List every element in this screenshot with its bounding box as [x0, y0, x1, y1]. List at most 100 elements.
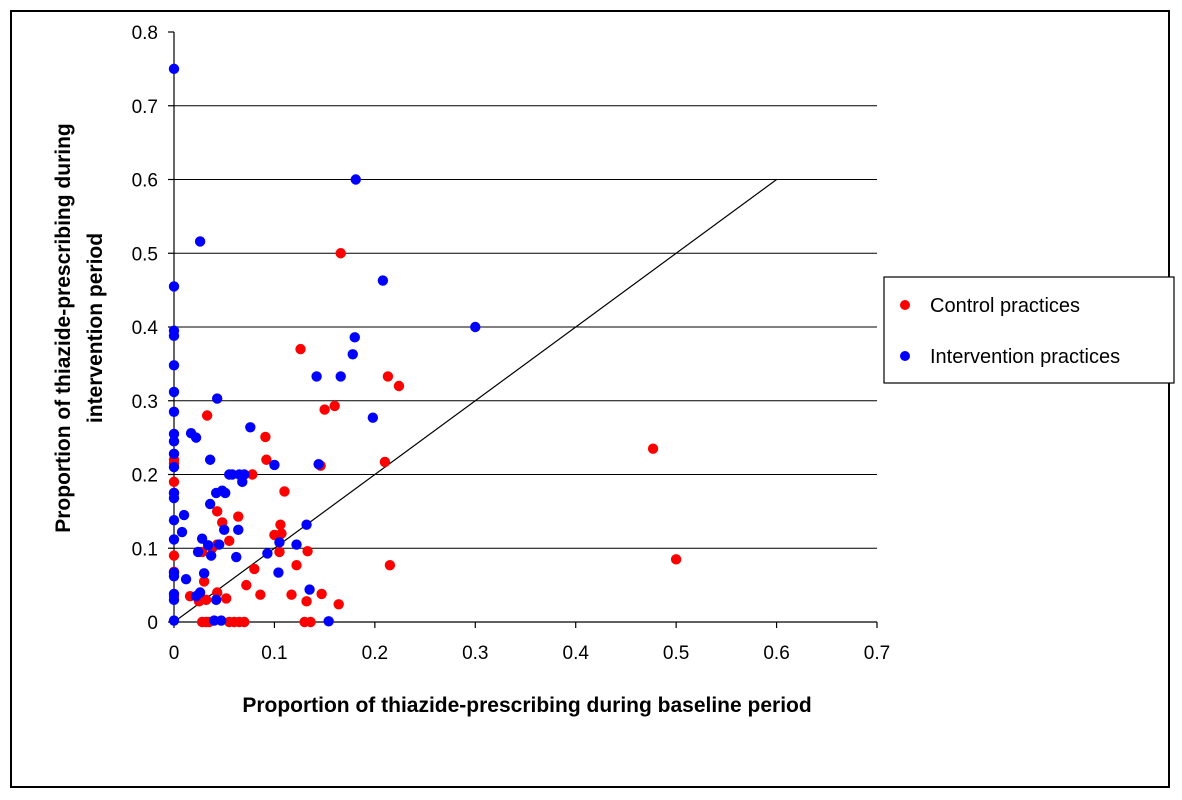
intervention-point	[210, 594, 222, 606]
intervention-point	[168, 428, 180, 440]
x-axis-title: Proportion of thiazide-prescribing durin…	[242, 694, 811, 717]
intervention-point	[196, 533, 208, 544]
intervention-point	[168, 63, 180, 75]
chart-frame	[10, 10, 1170, 788]
intervention-point	[323, 616, 334, 627]
control-point	[319, 404, 330, 415]
intervention-point	[291, 539, 302, 550]
control-point	[168, 476, 180, 488]
control-point	[211, 506, 223, 517]
intervention-point	[190, 432, 202, 443]
y-tick-label: 0.5	[132, 244, 158, 265]
intervention-point	[168, 330, 180, 342]
intervention-point	[202, 540, 214, 551]
control-point	[335, 248, 346, 259]
intervention-point	[349, 332, 360, 343]
intervention-point	[273, 567, 284, 578]
x-tick-label: 0.5	[663, 643, 689, 664]
legend-label-intervention: Intervention practices	[930, 346, 1120, 368]
control-point	[274, 546, 285, 558]
control-point	[224, 535, 235, 547]
control-point	[260, 431, 271, 443]
intervention-point	[219, 524, 230, 536]
intervention-point	[231, 551, 242, 563]
intervention-point	[213, 539, 225, 550]
axis-ticks: 0 0.1 0.2 0.3 0.4 0.5 0.6 0.7 0.8 0 0.1 0.2 0.3 0.4 0.…	[132, 23, 891, 664]
intervention-point	[269, 459, 280, 471]
intervention-point	[220, 487, 231, 499]
control-point	[333, 599, 344, 610]
intervention-point	[347, 349, 358, 360]
intervention-point	[313, 458, 324, 470]
control-point	[200, 594, 212, 606]
control-point	[379, 456, 391, 468]
control-point	[201, 410, 213, 421]
intervention-point	[274, 537, 285, 548]
intervention-point	[168, 571, 180, 582]
control-point	[247, 469, 258, 480]
intervention-point	[311, 371, 322, 382]
intervention-point	[377, 275, 389, 286]
legend-box	[883, 276, 1175, 384]
control-point	[329, 400, 340, 412]
control-point	[670, 554, 682, 565]
control-point	[393, 380, 405, 392]
control-point	[241, 579, 252, 591]
control-point	[384, 560, 396, 571]
intervention-point	[168, 436, 180, 447]
x-tick-label: 0.3	[462, 643, 488, 664]
intervention-point	[211, 393, 223, 404]
y-tick-label: 0.2	[132, 466, 158, 487]
control-point	[255, 589, 266, 600]
x-tick-label: 0.2	[362, 643, 388, 664]
legend-marker-control	[900, 300, 910, 310]
intervention-point	[216, 615, 227, 626]
control-point	[286, 589, 297, 600]
control-point	[168, 550, 180, 561]
y-axis-title-line-1: Proportion of thiazide-prescribing durin…	[52, 123, 75, 533]
y-tick-label: 0.3	[132, 392, 158, 413]
control-point	[647, 443, 659, 454]
control-point	[261, 454, 272, 465]
x-tick-label: 0.7	[864, 643, 890, 664]
intervention-point	[168, 461, 180, 473]
gridlines	[174, 105, 877, 549]
intervention-point	[470, 321, 481, 333]
control-point	[275, 519, 286, 530]
intervention-point	[168, 615, 180, 626]
control-point	[233, 511, 244, 522]
intervention-point	[239, 469, 250, 480]
control-point	[305, 616, 316, 628]
reference-line	[173, 179, 777, 623]
intervention-point	[304, 584, 315, 595]
control-point	[279, 486, 290, 497]
control-point	[295, 343, 306, 355]
control-point	[316, 588, 327, 600]
control-point	[302, 546, 313, 557]
control-point	[221, 593, 232, 604]
intervention-point	[367, 412, 379, 423]
y-tick-label: 0	[147, 613, 158, 634]
intervention-point	[168, 594, 180, 606]
intervention-point	[168, 281, 180, 292]
data-points	[168, 63, 682, 628]
intervention-point	[198, 568, 210, 579]
y-tick-label: 0.4	[132, 318, 159, 339]
intervention-point	[350, 174, 361, 185]
legend: Control practices Intervention practices	[883, 276, 1175, 384]
intervention-point	[168, 406, 180, 418]
y-tick-label: 0.7	[132, 97, 158, 118]
intervention-point	[233, 524, 244, 536]
intervention-point	[194, 587, 206, 598]
x-tick-label: 0.4	[563, 643, 590, 664]
intervention-point	[168, 515, 180, 526]
control-point	[198, 576, 210, 587]
intervention-point	[168, 386, 180, 398]
intervention-point	[194, 236, 206, 247]
control-point	[382, 371, 394, 382]
intervention-point	[245, 422, 256, 433]
intervention-point	[301, 519, 312, 530]
legend-label-control: Control practices	[930, 295, 1080, 317]
intervention-point	[176, 526, 188, 538]
